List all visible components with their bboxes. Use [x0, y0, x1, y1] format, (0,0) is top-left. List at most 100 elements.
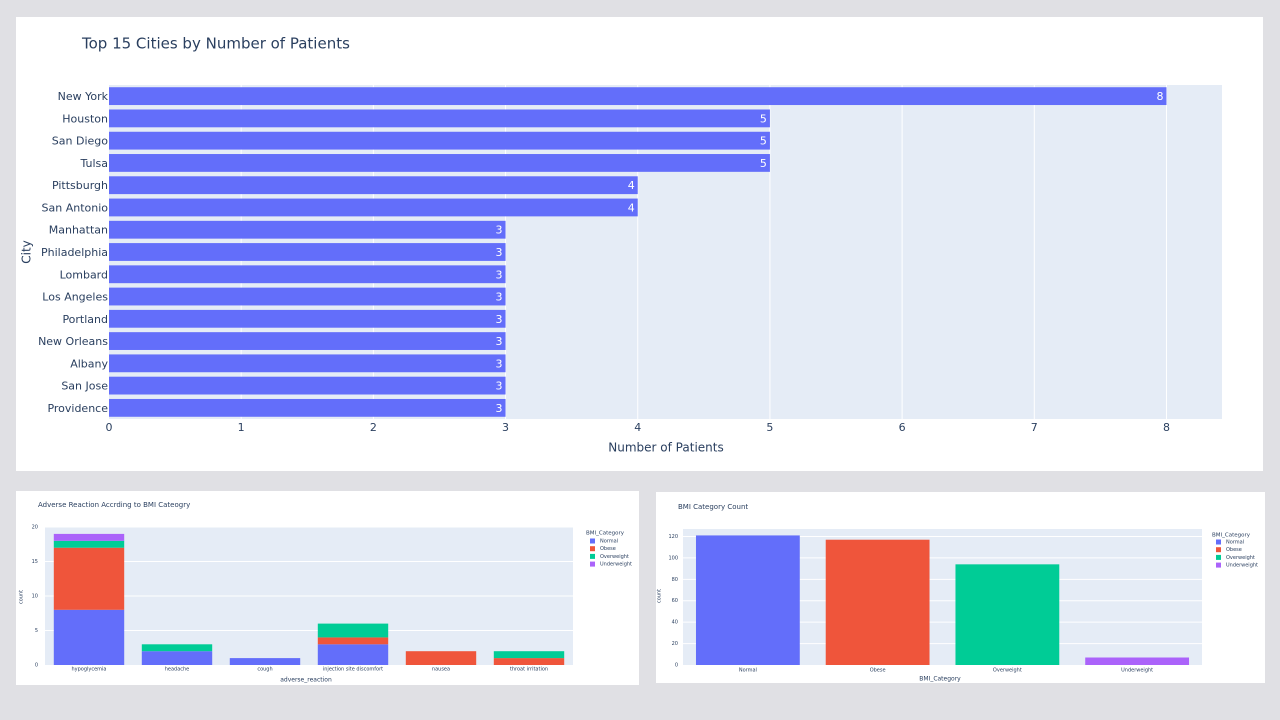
legend-label: Underweight [1226, 563, 1258, 569]
y-tick-label: San Diego [52, 135, 108, 148]
legend-swatch [590, 546, 595, 552]
bar-value-label: 4 [628, 179, 635, 192]
bar [109, 220, 506, 239]
adverse-reaction-chart: Adverse Reaction Accrding to BMI Cateogr… [19, 501, 633, 684]
y-tick-label: Manhattan [49, 224, 108, 237]
y-tick-label: Providence [47, 402, 108, 415]
bar [109, 309, 506, 328]
x-tick-label: Underweight [1121, 668, 1153, 674]
y-tick-label: Albany [70, 357, 108, 370]
y-tick-label: San Jose [61, 380, 108, 393]
bar-segment [317, 637, 389, 645]
x-tick-label: Obese [870, 668, 886, 674]
top-cities-chart: Top 15 Cities by Number of Patients Numb… [20, 35, 1222, 455]
bar [109, 131, 770, 150]
chart-title: Top 15 Cities by Number of Patients [81, 35, 350, 53]
bar-value-label: 5 [760, 112, 767, 125]
bar [109, 154, 770, 172]
y-tick-label: 5 [35, 628, 38, 634]
legend-label: Normal [600, 539, 618, 545]
legend-swatch [1216, 547, 1221, 553]
x-tick-label: injection site discomfort [323, 667, 383, 673]
legend-label: Obese [1226, 547, 1242, 553]
bar [955, 564, 1060, 665]
legend-title: BMI_Category [586, 531, 625, 537]
bar-value-label: 5 [760, 135, 767, 148]
x-tick-label: throat irritation [510, 667, 548, 673]
bar [109, 398, 506, 417]
x-tick-label: Normal [739, 668, 757, 674]
y-axis-label: City [20, 240, 34, 264]
x-tick-label: 8 [1163, 421, 1170, 434]
bar [1085, 657, 1190, 665]
x-tick-label: hypoglycemia [71, 667, 106, 673]
y-axis-label: count [657, 589, 663, 603]
bar-value-label: 4 [628, 201, 635, 214]
y-tick-label: 15 [32, 559, 38, 565]
x-tick-label: 4 [634, 421, 641, 434]
bar [109, 176, 638, 195]
x-tick-label: 0 [106, 421, 113, 434]
bar [109, 109, 770, 128]
bar [109, 332, 506, 350]
legend-swatch [1216, 562, 1221, 568]
y-tick-label: 20 [672, 641, 678, 647]
bar-segment [53, 540, 125, 548]
x-axis-label: BMI_Category [919, 676, 961, 683]
y-tick-label: San Antonio [42, 201, 109, 214]
legend-label: Underweight [600, 562, 632, 568]
bar [695, 535, 800, 665]
bar-segment [317, 623, 389, 638]
top-cities-chart-panel: Top 15 Cities by Number of Patients Numb… [16, 17, 1263, 471]
y-tick-label: Pittsburgh [52, 179, 108, 192]
x-tick-label: cough [257, 667, 272, 673]
bar-value-label: 3 [496, 313, 503, 326]
y-tick-label: New York [58, 90, 109, 103]
y-tick-label: Philadelphia [41, 246, 108, 259]
x-tick-label: 5 [766, 421, 773, 434]
bar-segment [229, 658, 301, 665]
x-tick-label: 7 [1031, 421, 1038, 434]
bmi-category-chart: BMI Category Count BMI_Category count BM… [657, 503, 1259, 683]
y-tick-label: 100 [668, 555, 678, 561]
bar-segment [141, 644, 213, 652]
bar [825, 539, 930, 665]
legend-swatch [590, 553, 595, 559]
bar [109, 243, 506, 261]
x-tick-label: headache [165, 667, 190, 673]
legend-swatch [1216, 539, 1221, 545]
legend-label: Overweight [600, 554, 629, 560]
chart-title: BMI Category Count [678, 503, 748, 511]
y-tick-label: 0 [675, 663, 678, 669]
y-tick-label: 120 [668, 534, 678, 540]
x-tick-label: 1 [238, 421, 245, 434]
bar [109, 87, 1167, 106]
bar-value-label: 3 [496, 268, 503, 281]
y-tick-label: New Orleans [38, 335, 108, 348]
y-tick-label: 40 [672, 620, 678, 626]
bar-segment [493, 658, 565, 665]
y-tick-label: 10 [32, 594, 38, 600]
y-tick-label: Portland [62, 313, 108, 326]
bar-value-label: 3 [496, 357, 503, 370]
legend-title: BMI_Category [1212, 533, 1251, 539]
bar-value-label: 3 [496, 224, 503, 237]
bar [109, 376, 506, 395]
bar-value-label: 3 [496, 246, 503, 259]
x-tick-label: nausea [432, 667, 450, 673]
x-axis-label: adverse_reaction [280, 677, 332, 684]
bmi-category-chart-panel: BMI Category Count BMI_Category count BM… [656, 492, 1265, 683]
x-tick-label: 2 [370, 421, 377, 434]
bar-value-label: 3 [496, 291, 503, 304]
y-tick-label: Lombard [60, 268, 108, 281]
legend-label: Obese [600, 546, 616, 552]
bar-segment [141, 651, 213, 665]
bar-segment [317, 644, 389, 665]
bar [109, 198, 638, 217]
y-tick-label: Los Angeles [42, 291, 108, 304]
bar-segment [53, 547, 125, 610]
y-tick-label: Houston [62, 112, 108, 125]
bar [109, 265, 506, 284]
x-tick-label: 3 [502, 421, 509, 434]
y-tick-label: Tulsa [79, 157, 108, 170]
